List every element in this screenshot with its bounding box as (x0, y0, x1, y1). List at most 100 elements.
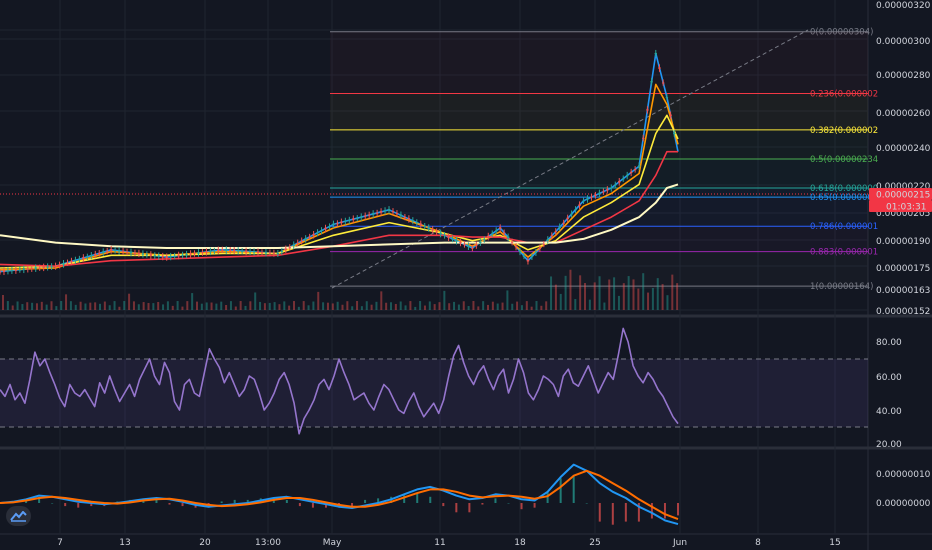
volume-bar (540, 305, 543, 310)
fib-band (330, 93, 868, 130)
candle-body (86, 256, 89, 258)
macd-histogram-bar (246, 499, 249, 503)
candle-body (431, 229, 434, 231)
time-axis-tick-label: 15 (829, 538, 840, 548)
candle-body (252, 251, 256, 253)
candle-body (58, 264, 61, 266)
volume-bar (554, 284, 557, 310)
candle-body (336, 223, 339, 225)
time-axis-tick-label: 18 (514, 538, 526, 548)
volume-bar (137, 304, 140, 310)
price-axis-tick-label: 0.00000175 (876, 264, 930, 274)
candle-body (312, 234, 315, 236)
candle-body (375, 212, 379, 214)
time-axis-tick-label: 13 (119, 538, 130, 548)
volume-bar (453, 301, 456, 310)
volume-bar (375, 301, 378, 310)
candle-body (316, 232, 319, 234)
volume-bar (26, 302, 29, 310)
axes: 0.00000320 0.00000300 0.00000280 0.00000260… (57, 1, 932, 548)
macd-histogram-bar (416, 493, 419, 503)
candle-body (157, 255, 160, 257)
macd-histogram-bar (494, 498, 497, 503)
volume-bar (487, 304, 489, 310)
fib-band (330, 31, 868, 94)
price-axis-tick-label: 0.00000152 (876, 307, 930, 317)
macd-histogram-bar (403, 495, 406, 503)
volume-bar (16, 301, 19, 310)
macd-histogram-bar (533, 503, 536, 508)
volume-bar (40, 301, 43, 310)
candle-body (30, 268, 33, 270)
volume-bar (511, 303, 514, 310)
candle-body (14, 269, 18, 271)
fib-level-label: 1(0.00000164) (810, 282, 873, 292)
rsi-axis-tick-label: 40.00 (876, 407, 902, 417)
candle-body (18, 269, 22, 271)
volume-bar (6, 301, 9, 310)
volume-bar (467, 306, 470, 310)
volume-bar (35, 303, 38, 310)
time-axis-tick-label: 7 (57, 538, 63, 548)
volume-bar (50, 301, 53, 310)
macd-histogram-bar (298, 503, 301, 507)
volume-bar (331, 303, 334, 310)
volume-bar (132, 301, 135, 310)
candle-body (487, 235, 490, 238)
candle-body (498, 227, 502, 229)
volume-bar (108, 305, 111, 310)
candle-body (669, 114, 672, 117)
volume-bar (326, 302, 329, 310)
fib-band (330, 158, 868, 189)
candle-body (284, 248, 288, 251)
candle-body (217, 249, 220, 252)
candle-body (177, 254, 180, 257)
volume-bar (128, 293, 131, 310)
volume-bar (622, 283, 625, 310)
volume-bar (147, 302, 150, 310)
candle-body (658, 67, 661, 69)
candle-body (304, 238, 307, 240)
candle-body (546, 239, 549, 241)
volume-bar (627, 276, 630, 310)
candle-body (550, 235, 553, 237)
macd-histogram-bar (155, 499, 158, 503)
candle-body (201, 252, 204, 254)
candle-body (371, 213, 375, 215)
volume-bar (351, 306, 354, 310)
macd-histogram-bar (624, 503, 627, 522)
rsi-axis-tick-label: 60.00 (876, 373, 902, 383)
volume-bar (171, 305, 174, 310)
volume-bar (394, 303, 397, 310)
candle-body (169, 255, 172, 258)
price-axis-tick-label: 0.00000220 (876, 182, 931, 192)
volume-bar (666, 295, 669, 310)
candle-body (558, 226, 561, 229)
volume-bar (661, 284, 664, 310)
candle-body (292, 244, 295, 246)
volume-bar (535, 301, 538, 310)
candle-body (137, 252, 141, 255)
volume-bar (380, 291, 383, 310)
candle-body (324, 227, 327, 230)
volume-bar (457, 304, 460, 310)
volume-bar (55, 306, 58, 310)
candle-body (94, 253, 97, 256)
candle-body (102, 251, 105, 253)
volume-bar (307, 305, 310, 310)
fib-trend-line (331, 29, 809, 289)
candle-body (161, 255, 164, 258)
rsi-axis-tick-label: 80.00 (876, 338, 902, 348)
volume-bar (200, 303, 203, 310)
candle-body (173, 255, 176, 257)
volume-bar (516, 301, 519, 310)
candle-body (483, 239, 486, 241)
volume-bar (525, 301, 528, 310)
fib-level-label: 0.236(0.000002 (810, 90, 878, 100)
candle-body (491, 233, 494, 235)
candle-body (129, 251, 133, 254)
candle-body (494, 230, 498, 232)
volume-bar (491, 301, 494, 310)
volume-bar (322, 302, 325, 310)
